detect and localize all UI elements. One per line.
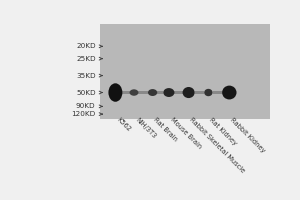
Ellipse shape — [148, 89, 157, 96]
Bar — [157, 91, 163, 94]
Text: Rabbit Skeletal Muscle: Rabbit Skeletal Muscle — [189, 117, 246, 174]
Text: K562: K562 — [116, 117, 132, 133]
Bar — [122, 91, 130, 94]
Ellipse shape — [130, 89, 138, 96]
Ellipse shape — [163, 88, 174, 97]
Text: 120KD: 120KD — [71, 111, 96, 117]
Text: 90KD: 90KD — [76, 103, 96, 109]
Text: Rat Brain: Rat Brain — [153, 117, 179, 143]
Text: 25KD: 25KD — [76, 56, 96, 62]
Text: Rabbit Kidney: Rabbit Kidney — [229, 117, 266, 154]
Text: Rat Kidney: Rat Kidney — [208, 117, 238, 146]
Ellipse shape — [222, 86, 236, 99]
Bar — [100, 24, 270, 119]
Text: 50KD: 50KD — [76, 90, 96, 96]
Bar — [195, 91, 204, 94]
Ellipse shape — [183, 87, 195, 98]
Text: 20KD: 20KD — [76, 43, 96, 49]
Bar — [213, 91, 222, 94]
Text: NIH/3T3: NIH/3T3 — [134, 117, 157, 140]
Bar — [174, 91, 183, 94]
Ellipse shape — [108, 83, 122, 102]
Text: Mouse Brain: Mouse Brain — [169, 117, 202, 150]
Ellipse shape — [204, 89, 213, 96]
Text: 35KD: 35KD — [76, 73, 96, 79]
Bar — [138, 91, 148, 94]
